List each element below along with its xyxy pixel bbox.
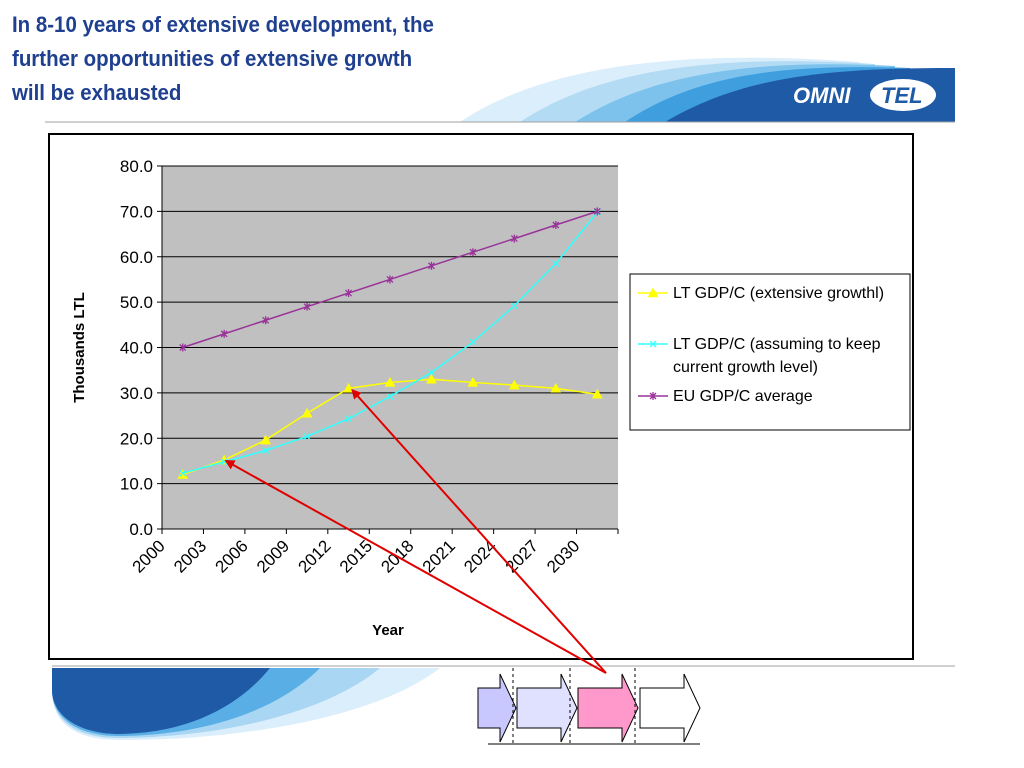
data-point-marker — [510, 302, 518, 310]
series-3 — [179, 207, 601, 352]
header-swoosh — [460, 57, 955, 122]
data-point-marker — [426, 373, 437, 384]
x-tick-label: 2021 — [419, 536, 459, 576]
x-tick-label: 2012 — [294, 536, 334, 576]
data-point-marker — [179, 343, 187, 352]
x-tick-label: 2018 — [377, 536, 417, 576]
x-tick-label: 2009 — [253, 536, 293, 576]
data-point-marker — [469, 248, 477, 257]
data-point-marker — [260, 434, 272, 445]
y-tick-label: 80.0 — [120, 157, 153, 176]
data-point-marker — [343, 382, 354, 393]
x-axis-ticks: 2000 2003 2006 2009 2012 2015 2018 2021 2024 2027… — [129, 529, 619, 577]
legend-box — [629, 273, 911, 431]
logo-ellipse — [870, 79, 936, 111]
data-point-marker — [345, 415, 353, 423]
logo-text-tel: TEL — [881, 83, 923, 108]
y-tick-label: 30.0 — [120, 384, 153, 403]
data-point-marker — [384, 376, 396, 387]
data-point-marker — [303, 432, 311, 440]
data-point-marker — [427, 261, 435, 270]
data-point-marker — [552, 260, 560, 268]
title-line-3: will be exhausted — [12, 80, 182, 105]
data-point-marker — [649, 392, 657, 400]
data-point-marker — [510, 234, 518, 243]
data-point-marker — [649, 340, 657, 348]
x-tick-label: 2006 — [212, 536, 252, 576]
legend-label: current growth level) — [673, 359, 818, 376]
data-point-marker — [345, 289, 353, 298]
x-tick-label: 2003 — [170, 536, 210, 576]
y-axis-label: Thousands LTL — [71, 292, 88, 403]
y-tick-label: 40.0 — [120, 339, 153, 358]
process-step-arrow — [516, 673, 578, 743]
data-point-marker — [427, 368, 435, 376]
y-axis-ticks: 0.0 10.0 20.0 30.0 40.0 50.0 60.0 70.0 80.0 — [120, 157, 162, 539]
line-chart: 0.0 10.0 20.0 30.0 40.0 50.0 60.0 70.0 80.0 2000… — [71, 157, 911, 639]
process-step-arrow — [639, 673, 701, 743]
x-tick-label: 2000 — [129, 536, 169, 576]
chart-frame: 0.0 10.0 20.0 30.0 40.0 50.0 60.0 70.0 80.0 2000… — [48, 133, 914, 660]
x-axis-label: Year — [372, 622, 404, 639]
legend: LT GDP/C (extensive growthl) LT GDP/C (as… — [629, 273, 911, 431]
omnitel-logo: OMNI TEL — [793, 79, 936, 111]
data-point-marker — [179, 469, 187, 477]
x-tick-label: 2024 — [460, 536, 500, 576]
y-tick-label: 10.0 — [120, 475, 153, 494]
series-lines — [177, 207, 603, 479]
y-tick-label: 20.0 — [120, 429, 153, 448]
data-point-marker — [303, 302, 311, 311]
legend-label: LT GDP/C (extensive growthl) — [673, 285, 884, 302]
footer-swoosh — [52, 668, 440, 740]
title-line-2: further opportunities of extensive growt… — [12, 46, 413, 71]
data-point-marker — [262, 447, 270, 454]
y-tick-label: 0.0 — [129, 520, 153, 539]
x-tick-label: 2030 — [543, 536, 583, 576]
y-tick-label: 60.0 — [120, 248, 153, 267]
title-line-1: In 8-10 years of extensive development, … — [12, 12, 434, 37]
data-point-marker — [593, 207, 601, 216]
data-point-marker — [301, 407, 313, 418]
data-point-marker — [647, 287, 659, 298]
slide-title: In 8-10 years of extensive development, … — [12, 8, 496, 110]
process-step-arrow — [477, 673, 517, 743]
data-point-marker — [220, 329, 228, 338]
logo-text-omni: OMNI — [793, 83, 851, 108]
data-point-marker — [508, 379, 520, 390]
data-point-marker — [262, 316, 270, 325]
y-tick-label: 70.0 — [120, 202, 153, 221]
x-tick-label: 2015 — [336, 536, 376, 576]
legend-label: LT GDP/C (assuming to keep — [673, 336, 881, 353]
process-steps — [477, 668, 701, 745]
data-point-marker — [469, 338, 477, 346]
data-point-marker — [386, 275, 394, 284]
x-tick-label: 2027 — [502, 536, 542, 576]
data-point-marker — [467, 376, 479, 387]
process-step-arrow — [577, 673, 639, 743]
legend-label: EU GDP/C average — [673, 388, 813, 405]
data-point-marker — [552, 220, 560, 229]
y-tick-label: 50.0 — [120, 293, 153, 312]
